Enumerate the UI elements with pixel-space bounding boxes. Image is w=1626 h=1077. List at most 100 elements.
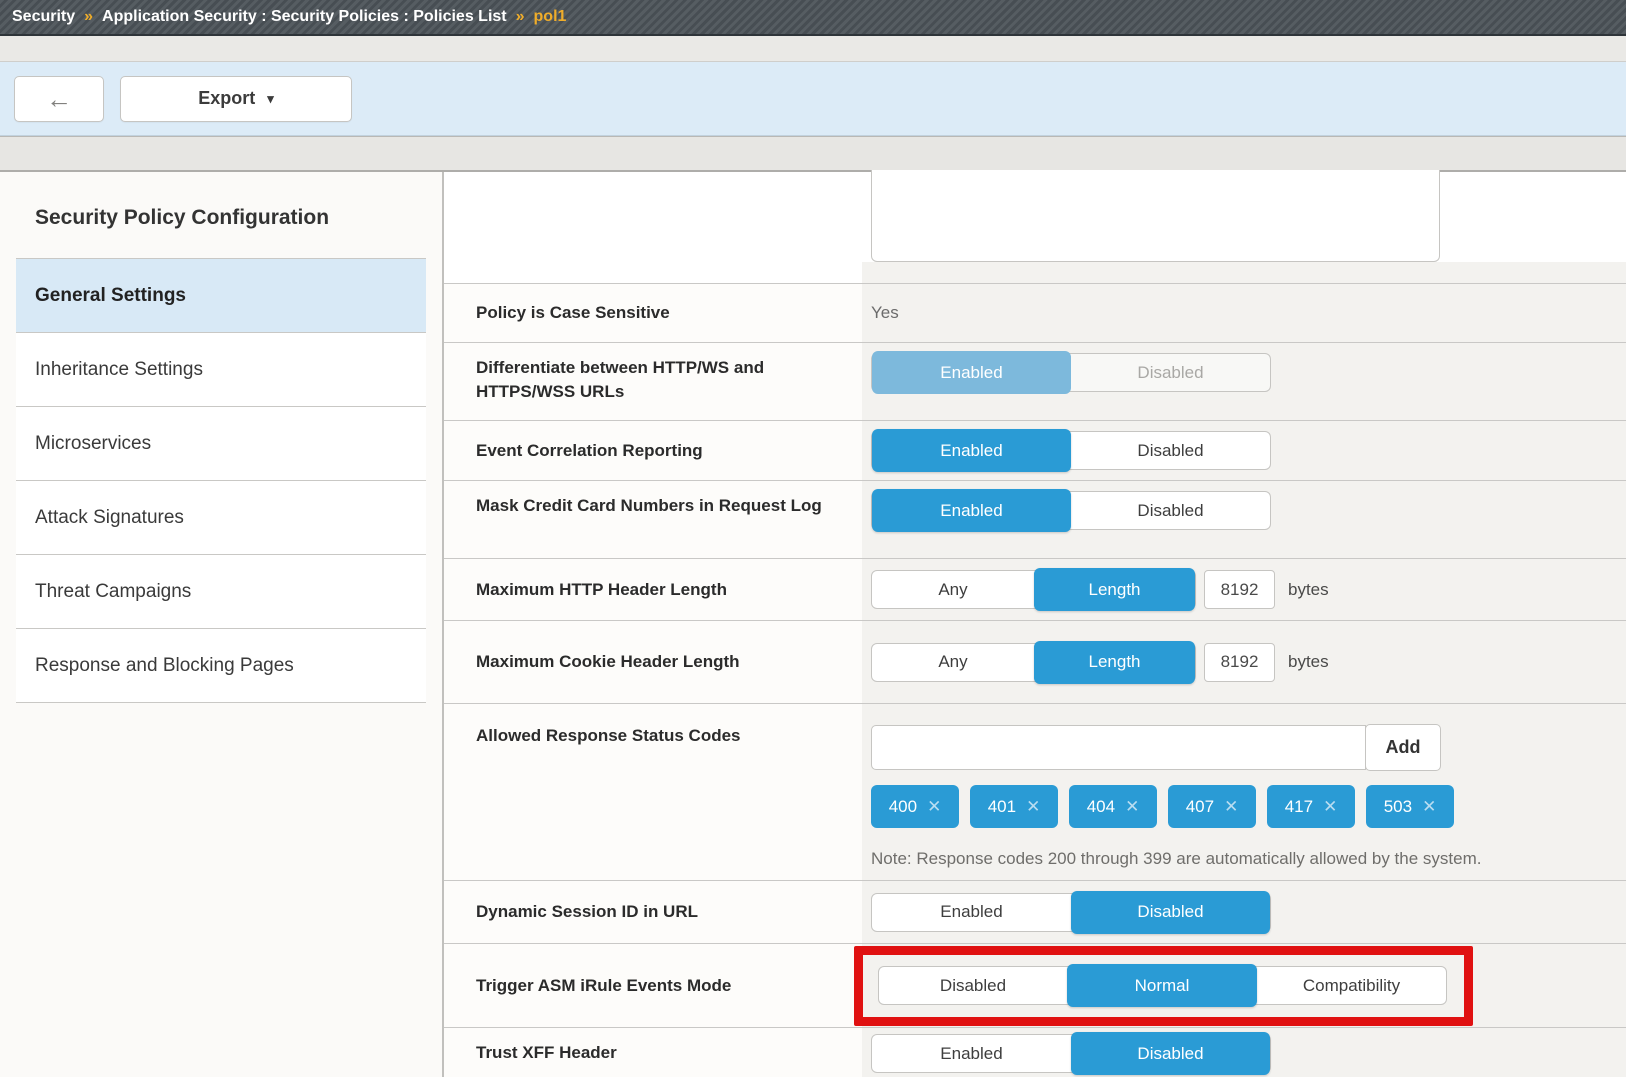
breadcrumb-path[interactable]: Application Security : Security Policies… <box>102 8 507 25</box>
sidebar-item-attack-signatures[interactable]: Attack Signatures <box>16 481 426 555</box>
remove-tag-icon[interactable]: ✕ <box>1323 796 1338 816</box>
sidebar-item-label: Attack Signatures <box>35 506 184 528</box>
scrolled-text-input[interactable] <box>871 170 1440 262</box>
status-code-value: 417 <box>1284 796 1314 816</box>
remove-tag-icon[interactable]: ✕ <box>1422 796 1437 816</box>
toggle-group-max-http-header: Any Length <box>871 568 1196 611</box>
status-code-tag[interactable]: 401 ✕ <box>970 785 1058 828</box>
sidebar-item-inheritance-settings[interactable]: Inheritance Settings <box>16 333 426 407</box>
sidebar-item-response-blocking-pages[interactable]: Response and Blocking Pages <box>16 629 426 703</box>
export-button[interactable]: Export ▾ <box>120 75 352 122</box>
setting-label: Allowed Response Status Codes <box>444 704 862 880</box>
setting-label: Trust XFF Header <box>444 1028 862 1077</box>
setting-label: Mask Credit Card Numbers in Request Log <box>444 481 862 558</box>
remove-tag-icon[interactable]: ✕ <box>1224 796 1239 816</box>
setting-label: Event Correlation Reporting <box>444 421 862 480</box>
setting-label: Maximum HTTP Header Length <box>444 559 862 620</box>
settings-row-scrolled-partial <box>444 170 1626 283</box>
setting-label: Trigger ASM iRule Events Mode <box>444 944 862 1027</box>
toggle-option-any[interactable]: Any <box>872 644 1034 681</box>
settings-row-differentiate-urls: Differentiate between HTTP/WS and HTTPS/… <box>444 342 1626 420</box>
remove-tag-icon[interactable]: ✕ <box>927 796 942 816</box>
toggle-option-enabled[interactable]: Enabled <box>872 351 1071 394</box>
setting-label: Policy is Case Sensitive <box>444 284 862 342</box>
toggle-option-compatibility[interactable]: Compatibility <box>1257 967 1446 1004</box>
toggle-option-enabled[interactable]: Enabled <box>872 489 1071 532</box>
value-column-background <box>862 262 1626 283</box>
sidebar-menu: General Settings Inheritance Settings Mi… <box>16 258 426 703</box>
setting-label: Differentiate between HTTP/WS and HTTPS/… <box>444 343 862 420</box>
toggle-group-dynamic-session-id: Enabled Disabled <box>871 890 1271 934</box>
content-area: Security Policy Configuration General Se… <box>0 170 1626 1077</box>
status-code-tag-list: 400 ✕ 401 ✕ 404 ✕ 407 ✕ <box>871 785 1454 828</box>
toolbar: ← Export ▾ <box>0 62 1626 136</box>
toggle-option-disabled[interactable]: Disabled <box>1071 354 1270 391</box>
toggle-option-length[interactable]: Length <box>1034 568 1195 611</box>
remove-tag-icon[interactable]: ✕ <box>1026 796 1041 816</box>
toggle-group-trust-xff: Enabled Disabled <box>871 1032 1271 1075</box>
toggle-group-mask-credit-card: Enabled Disabled <box>871 489 1271 532</box>
status-code-value: 503 <box>1383 796 1413 816</box>
toggle-group-differentiate: Enabled Disabled <box>871 351 1271 394</box>
breadcrumb: Security » Application Security : Securi… <box>0 0 1626 36</box>
toggle-option-normal[interactable]: Normal <box>1067 964 1257 1007</box>
toggle-group-event-correlation: Enabled Disabled <box>871 429 1271 472</box>
settings-row-trust-xff: Trust XFF Header Enabled Disabled <box>444 1027 1626 1077</box>
back-button[interactable]: ← <box>14 75 104 122</box>
settings-row-max-cookie-header: Maximum Cookie Header Length Any Length … <box>444 620 1626 703</box>
settings-panel: Policy is Case Sensitive Yes Differentia… <box>444 170 1626 1077</box>
back-arrow-icon: ← <box>46 83 72 114</box>
sidebar-item-general-settings[interactable]: General Settings <box>16 259 426 333</box>
settings-row-event-correlation: Event Correlation Reporting Enabled Disa… <box>444 420 1626 480</box>
http-header-length-input[interactable] <box>1204 570 1275 609</box>
toggle-option-disabled[interactable]: Disabled <box>1071 890 1270 934</box>
sidebar: Security Policy Configuration General Se… <box>0 172 444 1077</box>
status-code-tag[interactable]: 404 ✕ <box>1069 785 1157 828</box>
toggle-option-enabled[interactable]: Enabled <box>872 894 1071 931</box>
sidebar-item-label: Threat Campaigns <box>35 580 192 602</box>
cookie-header-length-input[interactable] <box>1204 642 1275 682</box>
sidebar-item-label: Microservices <box>35 432 152 454</box>
status-code-value: 407 <box>1185 796 1215 816</box>
sidebar-item-label: General Settings <box>35 284 186 306</box>
toggle-group-trigger-irule-events: Disabled Normal Compatibility <box>878 964 1447 1007</box>
toggle-option-disabled[interactable]: Disabled <box>1071 492 1270 529</box>
toggle-option-enabled[interactable]: Enabled <box>872 429 1071 472</box>
status-code-tag[interactable]: 400 ✕ <box>871 785 959 828</box>
spacer-strip <box>0 36 1626 62</box>
sidebar-item-threat-campaigns[interactable]: Threat Campaigns <box>16 555 426 629</box>
setting-label: Maximum Cookie Header Length <box>444 621 862 703</box>
add-status-code-button[interactable]: Add <box>1365 724 1441 771</box>
status-codes-note: Note: Response codes 200 through 399 are… <box>871 849 1482 868</box>
settings-row-trigger-irule-events: Trigger ASM iRule Events Mode Disabled N… <box>444 943 1626 1027</box>
sidebar-item-microservices[interactable]: Microservices <box>16 407 426 481</box>
breadcrumb-separator-icon: » <box>515 8 525 25</box>
sidebar-item-label: Inheritance Settings <box>35 358 203 380</box>
toggle-option-any[interactable]: Any <box>872 571 1034 608</box>
status-code-tag[interactable]: 503 ✕ <box>1366 785 1454 828</box>
status-code-input[interactable] <box>871 725 1366 770</box>
unit-label: bytes <box>1288 579 1329 599</box>
unit-label: bytes <box>1288 652 1329 671</box>
settings-row-case-sensitive: Policy is Case Sensitive Yes <box>444 283 1626 342</box>
breadcrumb-current-policy: pol1 <box>533 8 567 25</box>
status-code-value: 404 <box>1086 796 1116 816</box>
sidebar-title: Security Policy Configuration <box>35 206 330 229</box>
toggle-option-disabled[interactable]: Disabled <box>1071 432 1270 469</box>
setting-label: Dynamic Session ID in URL <box>444 881 862 943</box>
status-code-tag[interactable]: 407 ✕ <box>1168 785 1256 828</box>
toggle-option-enabled[interactable]: Enabled <box>872 1035 1071 1072</box>
toggle-option-length[interactable]: Length <box>1034 640 1195 684</box>
status-code-tag[interactable]: 417 ✕ <box>1267 785 1355 828</box>
status-code-value: 401 <box>987 796 1017 816</box>
breadcrumb-separator-icon: » <box>84 8 94 25</box>
remove-tag-icon[interactable]: ✕ <box>1125 796 1140 816</box>
toggle-option-disabled[interactable]: Disabled <box>1071 1032 1270 1075</box>
setting-readonly-value: Yes <box>871 303 899 322</box>
toggle-option-disabled[interactable]: Disabled <box>879 967 1067 1004</box>
settings-row-dynamic-session-id: Dynamic Session ID in URL Enabled Disabl… <box>444 880 1626 943</box>
breadcrumb-section[interactable]: Security <box>12 8 76 25</box>
settings-row-allowed-status-codes: Allowed Response Status Codes Add 400 ✕ … <box>444 703 1626 880</box>
status-code-value: 400 <box>888 796 918 816</box>
toggle-group-max-cookie-header: Any Length <box>871 640 1196 684</box>
